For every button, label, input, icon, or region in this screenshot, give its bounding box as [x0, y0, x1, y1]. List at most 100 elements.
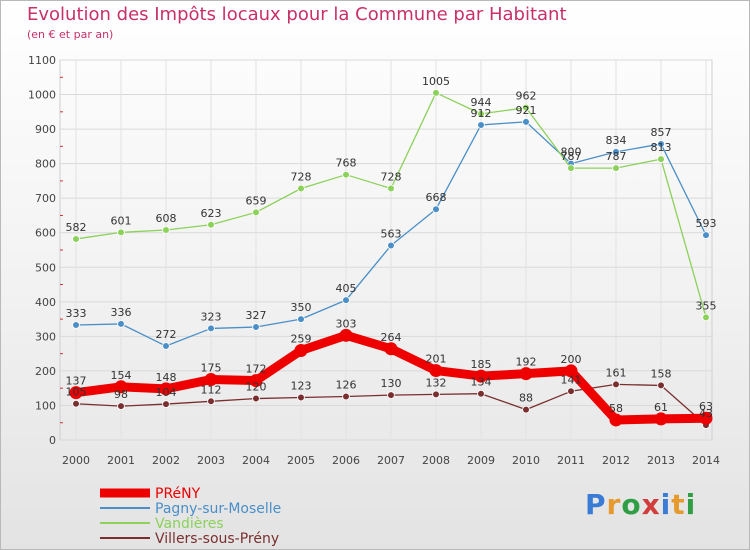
- y-tick-label: 100: [35, 399, 56, 412]
- data-label: 333: [66, 307, 87, 320]
- data-point: [612, 380, 620, 389]
- data-label: 323: [201, 310, 222, 323]
- data-label: 120: [246, 381, 267, 394]
- data-label: 175: [201, 362, 222, 375]
- data-point: [699, 411, 713, 425]
- data-label: 104: [156, 386, 177, 399]
- logo-letter: x: [641, 488, 661, 521]
- data-point: [522, 118, 530, 126]
- data-point: [342, 392, 350, 401]
- data-label: 58: [609, 402, 623, 415]
- series-pr-ny: [69, 328, 713, 427]
- data-label: 141: [561, 373, 582, 386]
- logo-letter: i: [685, 488, 697, 521]
- data-point: [564, 364, 578, 378]
- data-label: 1005: [422, 75, 450, 88]
- data-point: [522, 405, 530, 414]
- data-point: [474, 369, 488, 383]
- data-label: 63: [699, 400, 713, 413]
- data-point: [162, 226, 170, 234]
- data-point: [207, 397, 215, 406]
- data-label: 132: [426, 376, 447, 389]
- data-label: 623: [201, 207, 222, 220]
- x-tick-label: 2006: [332, 454, 360, 467]
- data-label: 962: [516, 90, 537, 103]
- data-label: 944: [471, 96, 492, 109]
- y-tick-label: 700: [35, 192, 56, 205]
- data-point: [432, 390, 440, 399]
- data-label: 154: [111, 369, 132, 382]
- data-point: [432, 205, 440, 214]
- data-point: [114, 380, 128, 394]
- data-point: [252, 394, 260, 403]
- y-tick-label: 200: [35, 365, 56, 378]
- logo-letter: i: [660, 488, 672, 521]
- data-label: 112: [201, 383, 222, 396]
- series-villers-sous-pr-ny: [72, 380, 710, 429]
- data-label: 728: [381, 171, 402, 184]
- data-label: 768: [336, 157, 357, 170]
- data-point: [387, 391, 395, 399]
- data-point: [294, 344, 308, 358]
- data-label: 61: [654, 401, 668, 414]
- data-point: [612, 164, 620, 172]
- data-label: 158: [651, 367, 672, 380]
- logo-letter: P: [585, 488, 607, 521]
- x-tick-label: 2014: [692, 454, 720, 467]
- data-label: 355: [696, 299, 717, 312]
- data-point: [609, 413, 623, 427]
- y-tick-label: 900: [35, 123, 56, 136]
- x-tick-label: 2002: [152, 454, 180, 467]
- data-point: [297, 184, 305, 193]
- data-point: [477, 110, 485, 118]
- x-tick-label: 2004: [242, 454, 270, 467]
- data-label: 787: [606, 150, 627, 163]
- data-label: 43: [699, 407, 713, 420]
- x-tick-label: 2011: [557, 454, 585, 467]
- data-label: 921: [516, 104, 537, 117]
- data-point: [702, 231, 710, 239]
- data-label: 813: [651, 141, 672, 154]
- y-tick-label: 300: [35, 330, 56, 343]
- data-point: [567, 387, 575, 396]
- data-label: 192: [516, 356, 537, 369]
- y-tick-label: 600: [35, 227, 56, 240]
- data-label: 200: [561, 353, 582, 366]
- data-point: [519, 367, 533, 381]
- data-point: [252, 208, 260, 217]
- data-label: 787: [561, 150, 582, 163]
- data-point: [117, 228, 125, 237]
- data-point: [657, 140, 665, 148]
- data-point: [657, 381, 665, 390]
- data-point: [702, 313, 710, 322]
- legend-label: Pagny-sur-Moselle: [155, 501, 281, 517]
- x-tick-label: 2010: [512, 454, 540, 467]
- data-point: [207, 220, 215, 229]
- data-label: 272: [156, 328, 177, 341]
- data-point: [477, 121, 485, 129]
- data-label: 563: [381, 228, 402, 241]
- data-label: 148: [156, 371, 177, 384]
- data-label: 172: [246, 363, 267, 376]
- y-tick-label: 800: [35, 158, 56, 171]
- x-tick-label: 2012: [602, 454, 630, 467]
- data-label: 405: [336, 282, 357, 295]
- data-label: 857: [651, 126, 672, 139]
- x-tick-label: 2013: [647, 454, 675, 467]
- x-tick-label: 2007: [377, 454, 405, 467]
- data-label: 608: [156, 212, 177, 225]
- data-label: 130: [381, 377, 402, 390]
- data-point: [72, 399, 80, 408]
- data-point: [612, 148, 620, 156]
- data-label: 668: [426, 191, 447, 204]
- data-point: [297, 315, 305, 323]
- proxiti-logo: Proxiti: [585, 488, 696, 521]
- data-label: 336: [111, 306, 132, 319]
- x-tick-label: 2001: [107, 454, 135, 467]
- data-label: 123: [291, 380, 312, 393]
- logo-letter: o: [621, 488, 642, 521]
- data-point: [72, 321, 80, 329]
- data-point: [297, 393, 305, 402]
- data-point: [522, 103, 530, 112]
